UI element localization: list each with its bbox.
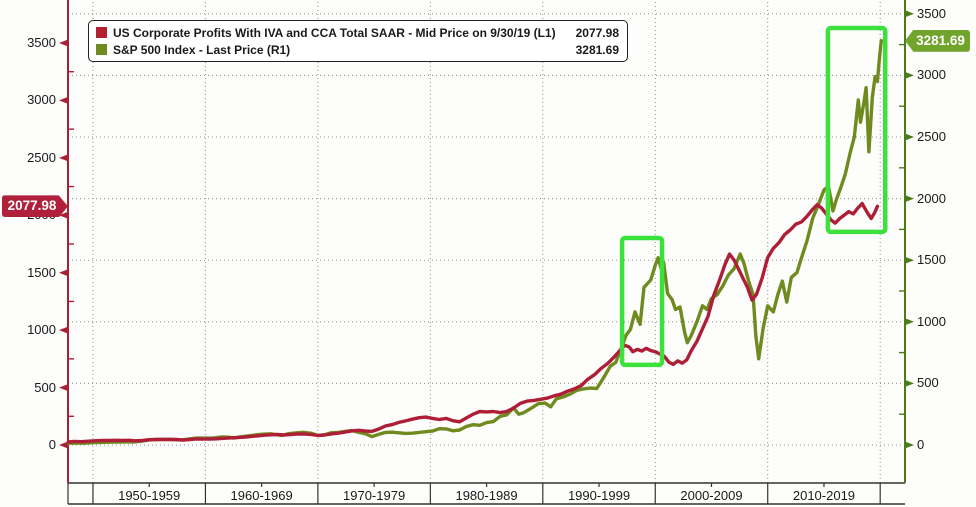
right-axis-label: 3000 bbox=[917, 67, 946, 83]
x-axis-label: 1950-1959 bbox=[118, 488, 181, 503]
left-axis-tick-arrow bbox=[59, 326, 68, 334]
left-axis-tick-arrow bbox=[59, 96, 68, 104]
legend-swatch-sp500 bbox=[96, 44, 107, 55]
right-axis-label: 2500 bbox=[917, 129, 946, 144]
right-axis-label: 500 bbox=[917, 375, 939, 391]
right-axis-label: 1000 bbox=[917, 313, 946, 329]
right-axis-tick-arrow bbox=[905, 10, 914, 18]
highlight-box bbox=[825, 25, 888, 235]
left-axis-label: 0 bbox=[48, 437, 56, 452]
x-axis-label: 1990-1999 bbox=[567, 488, 631, 503]
x-axis-label: 2000-2009 bbox=[680, 488, 743, 503]
right-axis-tick-arrow bbox=[905, 133, 914, 141]
legend: US Corporate Profits With IVA and CCA To… bbox=[88, 20, 628, 62]
left-axis-label: 1500 bbox=[27, 264, 56, 280]
legend-label-profits: US Corporate Profits With IVA and CCA To… bbox=[113, 25, 556, 40]
right-axis-tick-arrow bbox=[905, 71, 914, 79]
left-axis-tick-arrow bbox=[59, 384, 68, 392]
right-axis-tick-arrow bbox=[905, 256, 914, 264]
x-axis-label: 1960-1969 bbox=[230, 488, 293, 503]
left-axis-tick-arrow bbox=[59, 441, 68, 449]
x-axis-label: 2010-2019 bbox=[792, 488, 856, 503]
legend-label-sp500: S&P 500 Index - Last Price (R1) bbox=[113, 42, 291, 57]
sp500-line bbox=[66, 39, 883, 445]
right-axis-tick-arrow bbox=[905, 379, 914, 387]
legend-value-sp500: 3281.69 bbox=[575, 42, 619, 57]
x-axis-label: 1970-1979 bbox=[343, 488, 406, 503]
left-axis-label: 500 bbox=[34, 379, 56, 395]
right-axis-label: 1500 bbox=[917, 252, 946, 268]
right-axis-label: 0 bbox=[917, 437, 925, 452]
left-axis-tick-arrow bbox=[59, 154, 68, 162]
left-axis-label: 2500 bbox=[27, 149, 56, 165]
left-axis-tick-arrow bbox=[59, 39, 68, 47]
right-axis-label: 2000 bbox=[917, 190, 946, 206]
right-axis-label: 3500 bbox=[917, 5, 946, 21]
right-axis-tick-arrow bbox=[905, 318, 914, 326]
x-axis-label: 1980-1989 bbox=[455, 488, 518, 503]
left-axis-label: 1000 bbox=[27, 322, 56, 338]
right-axis-tick-arrow bbox=[905, 195, 914, 203]
legend-item-profits: US Corporate Profits With IVA and CCA To… bbox=[96, 26, 619, 40]
highlight-box bbox=[619, 235, 665, 368]
left-axis-label: 3000 bbox=[27, 92, 56, 108]
left-axis-label: 3500 bbox=[27, 35, 56, 50]
profits-line bbox=[66, 201, 880, 444]
legend-value-profits: 2077.98 bbox=[575, 25, 619, 40]
left-price-tag: 2077.98 bbox=[2, 195, 68, 218]
left-axis-tick-arrow bbox=[59, 269, 68, 277]
legend-item-sp500: S&P 500 Index - Last Price (R1) 3281.69 bbox=[96, 43, 619, 57]
legend-swatch-profits bbox=[96, 27, 107, 38]
left-axis-tick-arrow bbox=[59, 211, 68, 219]
right-price-tag: 3281.69 bbox=[905, 29, 970, 52]
right-axis-tick-arrow bbox=[905, 441, 914, 449]
